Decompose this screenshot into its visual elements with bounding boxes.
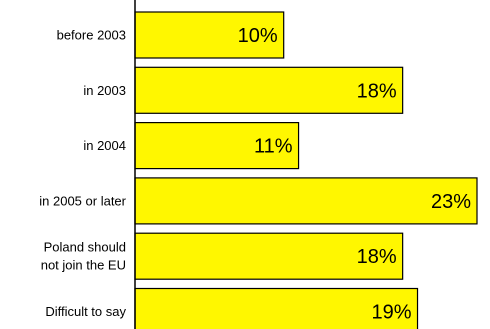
labels-layer: 10% before 2003 18% in 2003 11% in 2004 23% in … bbox=[39, 25, 471, 324]
bar-value-label: 10% bbox=[238, 25, 278, 47]
bar bbox=[134, 66, 404, 114]
bar-value-label: 19% bbox=[371, 302, 411, 324]
category-label: not join the EU bbox=[41, 258, 126, 273]
category-label: Poland should bbox=[44, 240, 126, 255]
bar-value-label: 18% bbox=[357, 246, 397, 268]
bar bbox=[134, 11, 285, 59]
category-label: Difficult to say bbox=[45, 304, 126, 319]
bar bbox=[134, 232, 404, 280]
category-label: in 2004 bbox=[83, 138, 126, 153]
bar-value-label: 18% bbox=[357, 80, 397, 102]
bars-layer bbox=[134, 11, 478, 329]
bar bbox=[134, 287, 419, 329]
category-label: in 2003 bbox=[83, 83, 126, 98]
bar-value-label: 23% bbox=[431, 191, 471, 213]
bar bbox=[134, 177, 478, 225]
bar-value-label: 11% bbox=[254, 136, 293, 158]
bar bbox=[134, 121, 300, 170]
category-label: in 2005 or later bbox=[39, 193, 126, 208]
category-label: before 2003 bbox=[57, 28, 126, 43]
